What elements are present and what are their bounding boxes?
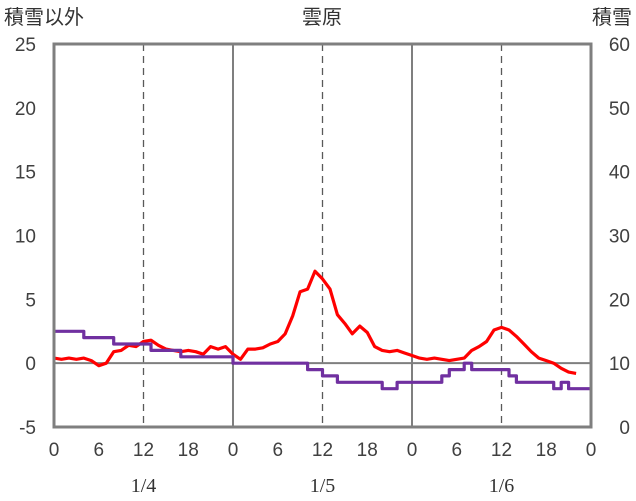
right-axis-label: 積雪 <box>592 5 632 29</box>
left-y-tick-label: 0 <box>25 354 36 375</box>
x-hour-tick-label: 12 <box>491 440 512 461</box>
data-series <box>53 269 591 391</box>
x-date-label: 1/4 <box>131 475 157 497</box>
left-y-tick-label: 5 <box>25 290 36 311</box>
x-hour-tick-label: 18 <box>357 440 378 461</box>
x-hour-tick-label: 0 <box>407 440 418 461</box>
plot-frame <box>52 42 593 429</box>
x-date-label: 1/5 <box>310 475 336 497</box>
right-y-ticks: 60 50 40 30 20 10 0 <box>609 35 630 439</box>
x-hour-tick-label: 18 <box>536 440 557 461</box>
right-y-tick-label: 60 <box>609 35 630 56</box>
x-date-labels: 1/4 1/5 1/6 <box>131 475 515 497</box>
left-axis-label: 積雪以外 <box>4 5 84 29</box>
right-y-tick-label: 10 <box>609 354 630 375</box>
right-y-tick-label: 50 <box>609 99 630 120</box>
x-hour-tick-label: 0 <box>586 440 597 461</box>
left-y-ticks: 25 20 15 10 5 0 -5 <box>15 35 36 439</box>
other-series-line <box>53 269 577 375</box>
left-y-tick-label: -5 <box>19 418 36 439</box>
x-hour-tick-label: 18 <box>178 440 199 461</box>
left-y-tick-label: 15 <box>15 163 36 184</box>
x-hour-tick-label: 0 <box>49 440 60 461</box>
snow-depth-series-line <box>54 329 591 391</box>
right-y-tick-label: 40 <box>609 163 630 184</box>
right-y-tick-label: 30 <box>609 227 630 248</box>
right-y-tick-label: 20 <box>609 290 630 311</box>
left-y-tick-label: 20 <box>15 99 36 120</box>
chart-title: 雲原 <box>302 5 342 29</box>
x-hour-tick-label: 6 <box>272 440 283 461</box>
x-hour-tick-label: 6 <box>451 440 462 461</box>
x-hour-ticks: 0 6 12 18 0 6 12 18 0 6 12 18 0 <box>49 440 597 461</box>
left-y-tick-label: 25 <box>15 35 36 56</box>
right-y-tick-label: 0 <box>619 418 630 439</box>
x-date-label: 1/6 <box>489 475 515 497</box>
x-hour-tick-label: 0 <box>228 440 239 461</box>
x-hour-tick-label: 12 <box>133 440 154 461</box>
x-hour-tick-label: 6 <box>93 440 104 461</box>
x-hour-tick-label: 12 <box>312 440 333 461</box>
left-y-tick-label: 10 <box>15 227 36 248</box>
